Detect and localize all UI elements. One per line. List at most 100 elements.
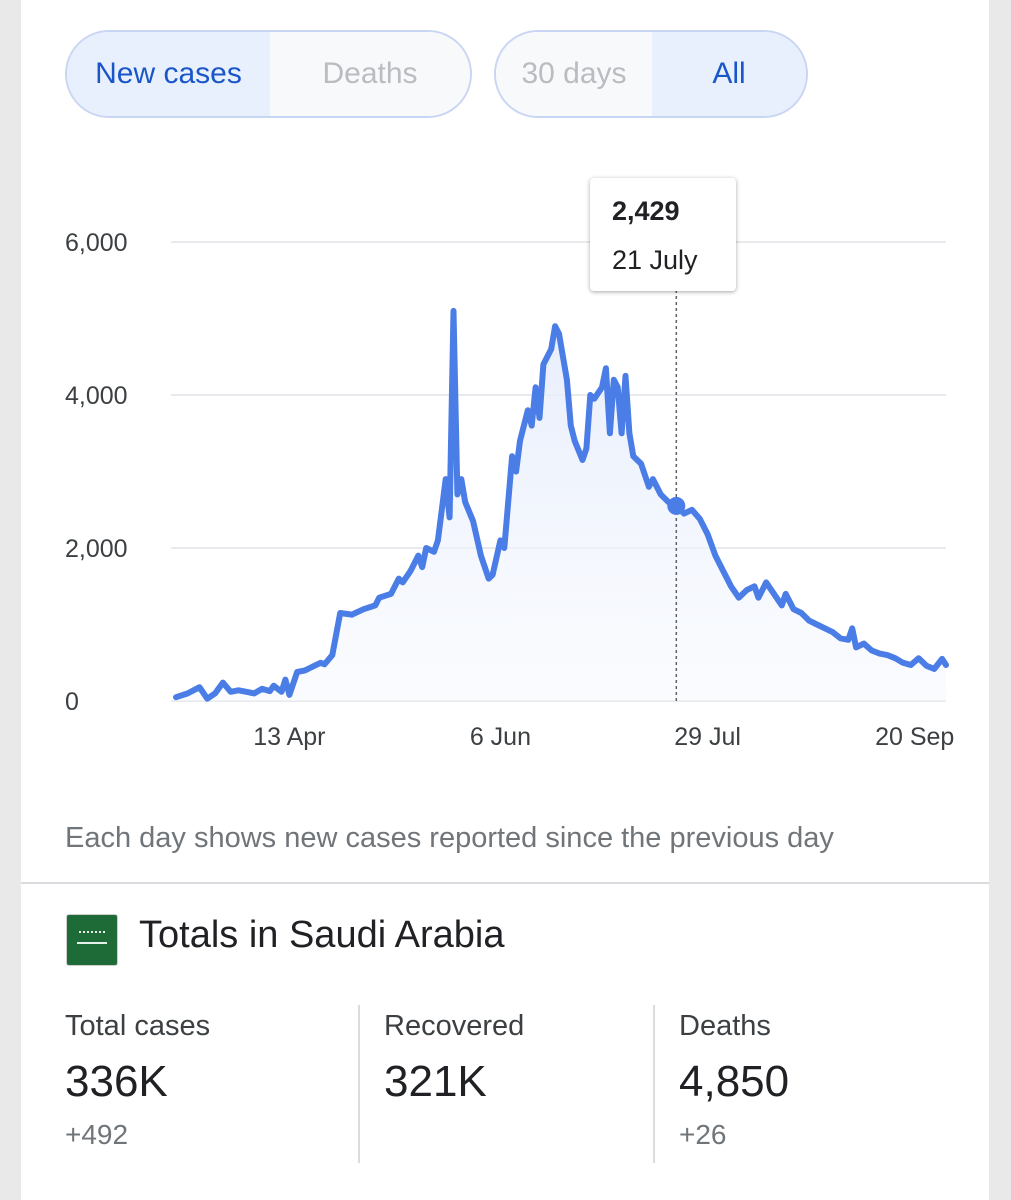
new-cases-chart[interactable]: 6,000 4,000 2,000 0 13 Apr 6 Jun 29 Jul 20 Sep: [21, 160, 989, 800]
data-point: [557, 331, 561, 336]
data-point: [799, 611, 804, 615]
stat-total-cases: Total cases 336K +492: [65, 1010, 210, 1151]
data-point: [553, 324, 558, 329]
covid-stats-card: New cases Deaths 30 days All 6,000 4,000 2…: [21, 0, 989, 1200]
data-point: [330, 653, 335, 658]
stat-value: 4,850: [679, 1057, 790, 1106]
data-point: [377, 595, 382, 600]
data-point: [631, 454, 636, 459]
metric-toggle: New cases Deaths: [65, 30, 472, 118]
data-point: [783, 591, 788, 596]
data-point: [893, 656, 898, 661]
data-point: [736, 595, 741, 600]
30-days-tab[interactable]: 30 days: [496, 32, 652, 116]
stat-value: 336K: [65, 1057, 168, 1106]
data-point: [924, 663, 929, 668]
data-point: [502, 546, 507, 550]
data-point: [940, 656, 945, 661]
data-point: [619, 431, 624, 436]
stat-recovered: Recovered 321K: [384, 1010, 524, 1119]
data-point: [463, 500, 468, 505]
data-point: [611, 377, 616, 382]
data-point: [279, 689, 284, 694]
data-point: [846, 637, 851, 642]
data-point: [459, 477, 464, 482]
data-point: [303, 668, 307, 673]
new-cases-tab[interactable]: New cases: [67, 32, 270, 116]
data-point: [338, 611, 343, 615]
data-point: [682, 511, 687, 516]
data-point: [525, 408, 530, 413]
data-point: [295, 669, 300, 674]
all-tab[interactable]: All: [652, 32, 806, 116]
x-tick-label: 29 Jul: [674, 723, 741, 751]
data-point: [435, 538, 440, 543]
data-point: [588, 393, 593, 397]
data-point: [580, 458, 585, 462]
data-point: [850, 626, 855, 631]
data-point: [322, 662, 327, 667]
data-point: [729, 584, 733, 589]
data-point: [791, 607, 796, 612]
data-point: [568, 423, 573, 428]
stat-change: +26: [679, 1119, 727, 1150]
data-point: [529, 423, 534, 428]
stat-value: 321K: [384, 1057, 487, 1106]
stat-label: Deaths: [679, 1010, 771, 1042]
data-point: [220, 680, 225, 685]
data-point: [877, 651, 882, 656]
saudi-arabia-flag-icon: [66, 914, 118, 966]
data-point: [205, 696, 210, 701]
data-point: [252, 691, 257, 696]
data-point: [908, 663, 913, 667]
data-point: [447, 515, 452, 520]
data-point: [705, 532, 710, 537]
data-point: [310, 664, 315, 669]
data-point: [389, 591, 393, 596]
data-point: [424, 546, 429, 550]
data-point: [646, 484, 651, 489]
data-point: [287, 692, 292, 697]
data-point: [600, 385, 604, 390]
x-tick-label: 6 Jun: [470, 723, 531, 751]
data-point: [185, 691, 190, 696]
data-point: [396, 576, 401, 581]
data-point: [697, 516, 702, 521]
data-point: [486, 576, 491, 581]
data-point: [400, 580, 405, 585]
data-point: [471, 519, 476, 524]
data-point: [537, 415, 542, 420]
data-point-markers: [174, 308, 948, 701]
stat-divider: [653, 1005, 655, 1163]
data-point: [944, 663, 948, 667]
data-point: [861, 641, 866, 646]
stat-divider: [358, 1005, 360, 1163]
data-point: [607, 431, 612, 436]
data-point: [455, 492, 460, 497]
data-point: [490, 572, 495, 577]
deaths-tab[interactable]: Deaths: [270, 32, 470, 116]
data-point: [901, 660, 905, 665]
cases-line: [173, 307, 949, 702]
tooltip-date: 21 July: [612, 245, 698, 275]
range-toggle: 30 days All: [494, 30, 808, 118]
chart-tooltip: 2,429 21 July: [590, 178, 736, 291]
data-point: [260, 686, 264, 691]
data-point: [349, 612, 354, 617]
data-point: [721, 569, 726, 573]
data-point: [572, 438, 577, 443]
data-point: [432, 549, 436, 554]
y-tick-label: 0: [65, 688, 79, 716]
data-point: [815, 622, 819, 627]
data-point: [213, 691, 218, 696]
data-point: [772, 591, 776, 596]
data-point: [756, 595, 761, 600]
data-point: [932, 666, 937, 671]
data-point: [451, 308, 456, 313]
x-tick-label: 13 Apr: [253, 723, 325, 751]
data-point: [838, 636, 843, 641]
data-point: [830, 630, 835, 635]
data-point: [713, 553, 718, 558]
data-point: [627, 431, 632, 436]
tooltip-value: 2,429: [612, 196, 680, 226]
